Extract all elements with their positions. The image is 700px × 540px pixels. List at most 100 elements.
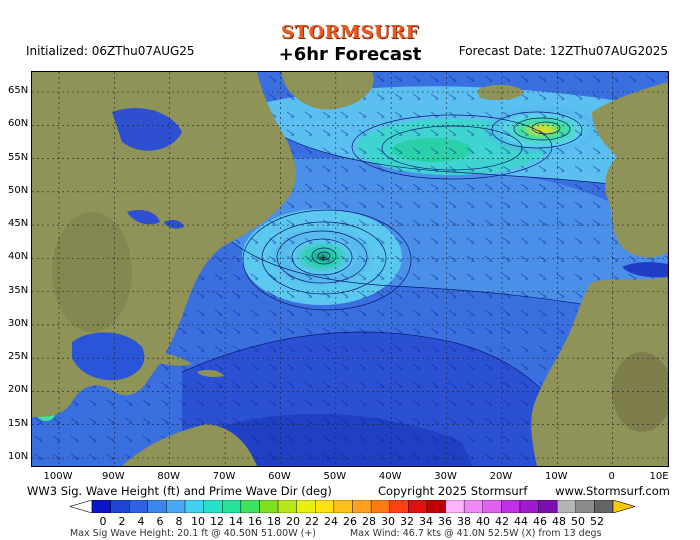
- forecast-hour-title: +6hr Forecast: [278, 44, 422, 65]
- colorbar-tick-label: 28: [362, 515, 376, 528]
- colorbar-swatch: [222, 500, 242, 513]
- wave-height-colorbar: [70, 500, 635, 513]
- colorbar-swatch: [91, 500, 111, 513]
- colorbar-swatch: [501, 500, 521, 513]
- mediterranean-sea: [622, 262, 668, 278]
- colorbar-swatch: [463, 500, 483, 513]
- initialized-text: Initialized: 06ZThu07AUG25: [26, 44, 195, 58]
- colorbar-tick-label: 38: [457, 515, 471, 528]
- colorbar-swatch: [352, 500, 372, 513]
- lon-label: 80W: [157, 471, 181, 482]
- gulf-of-mexico: [72, 332, 145, 381]
- colorbar-swatch: [426, 500, 446, 513]
- lat-label: 45N: [8, 218, 29, 230]
- colorbar-swatch: [277, 500, 297, 513]
- wave-height-map: +: [31, 71, 669, 467]
- colorbar-swatch: [296, 500, 316, 513]
- colorbar-swatch: [408, 500, 428, 513]
- iceland-land: [477, 84, 524, 100]
- lon-label: 30W: [434, 471, 457, 482]
- colorbar-swatch: [556, 500, 576, 513]
- max-wind-text: Max Wind: 46.7 kts @ 41.0N 52.5W (X) fro…: [350, 528, 602, 539]
- lat-label: 15N: [8, 417, 29, 429]
- colorbar-tick-label: 22: [305, 515, 319, 528]
- colorbar-tick-label: 30: [381, 515, 395, 528]
- colorbar-tick-label: 42: [495, 515, 509, 528]
- lat-label: 40N: [8, 251, 29, 263]
- lat-label: 20N: [8, 384, 29, 396]
- wave-map-svg: +: [32, 72, 668, 466]
- lon-label: 70W: [212, 471, 236, 482]
- colorbar-swatch: [147, 500, 167, 513]
- colorbar-tick-label: 12: [210, 515, 224, 528]
- colorbar-swatch: [166, 500, 186, 513]
- colorbar-swatch: [389, 500, 409, 513]
- colorbar-swatch: [594, 500, 614, 513]
- colorbar-tick-label: 32: [400, 515, 414, 528]
- lon-label: 0: [608, 471, 615, 482]
- colorbar-tick-label: 46: [533, 515, 547, 528]
- colorbar-swatch: [333, 500, 353, 513]
- colorbar-tick-label: 20: [286, 515, 300, 528]
- colorbar-swatch: [184, 500, 204, 513]
- colorbar-tick-label: 44: [514, 515, 528, 528]
- colorbar-tick-label: 16: [248, 515, 262, 528]
- lon-label: 40W: [378, 471, 402, 482]
- lon-label: 60W: [268, 471, 291, 482]
- lat-label: 30N: [8, 317, 29, 329]
- lat-label: 65N: [8, 85, 29, 96]
- map-caption: WW3 Sig. Wave Height (ft) and Prime Wave…: [27, 484, 332, 498]
- lon-label: 100W: [43, 471, 73, 482]
- colorbar-swatch: [538, 500, 558, 513]
- lon-label: 10E: [649, 471, 669, 482]
- site-link[interactable]: www.Stormsurf.com: [555, 484, 670, 498]
- hudson-bay: [112, 108, 182, 151]
- colorbar-under-arrow: [70, 500, 93, 513]
- lat-label: 10N: [8, 451, 29, 462]
- hispaniola-land: [197, 369, 224, 377]
- stormsurf-logo: STORMSURF: [281, 22, 419, 43]
- lat-label: 55N: [8, 151, 29, 163]
- colorbar-tick-label: 8: [175, 515, 183, 528]
- lon-label: 10W: [544, 471, 568, 482]
- south-america-land: [122, 424, 257, 466]
- colorbar-swatch: [482, 500, 502, 513]
- lat-label: 25N: [8, 351, 29, 363]
- colorbar-swatch: [110, 500, 130, 513]
- colorbar-tick-label: 18: [267, 515, 281, 528]
- colorbar-tick-label: 36: [438, 515, 452, 528]
- lat-label: 35N: [8, 284, 29, 296]
- colorbar-tick-label: 14: [229, 515, 243, 528]
- colorbar-tick-label: 34: [419, 515, 433, 528]
- cuba-land: [132, 351, 192, 366]
- colorbar-tick-label: 52: [590, 515, 604, 528]
- colorbar-tick-label: 50: [571, 515, 585, 528]
- colorbar-tick-label: 10: [191, 515, 205, 528]
- colorbar-tick-label: 0: [99, 515, 107, 528]
- colorbar-swatch: [259, 500, 279, 513]
- colorbar-tick-label: 48: [552, 515, 566, 528]
- lon-label: 90W: [102, 471, 125, 482]
- colorbar-tick-label: 4: [137, 515, 145, 528]
- lon-label: 20W: [489, 471, 513, 482]
- lon-label: 50W: [323, 471, 347, 482]
- colorbar-tick-label: 2: [118, 515, 126, 528]
- colorbar-tick-label: 26: [343, 515, 357, 528]
- colorbar-over-arrow: [612, 500, 635, 513]
- colorbar-swatch: [315, 500, 335, 513]
- colorbar-tick-label: 6: [156, 515, 164, 528]
- colorbar-swatch: [519, 500, 539, 513]
- colorbar-swatch: [129, 500, 149, 513]
- max-sig-wave-text: Max Sig Wave Height: 20.1 ft @ 40.50N 51…: [70, 528, 317, 539]
- lat-label: 60N: [8, 118, 29, 130]
- graticule: [32, 72, 668, 466]
- colorbar-swatch: [370, 500, 390, 513]
- max-wave-marker: +: [319, 253, 327, 264]
- colorbar-swatch: [240, 500, 260, 513]
- colorbar-tick-label: 40: [476, 515, 490, 528]
- copyright-text: Copyright 2025 Stormsurf: [378, 484, 528, 498]
- greenland-land: [282, 72, 374, 110]
- lat-label: 50N: [8, 184, 29, 196]
- great-lakes: [127, 210, 160, 225]
- colorbar-swatch: [203, 500, 223, 513]
